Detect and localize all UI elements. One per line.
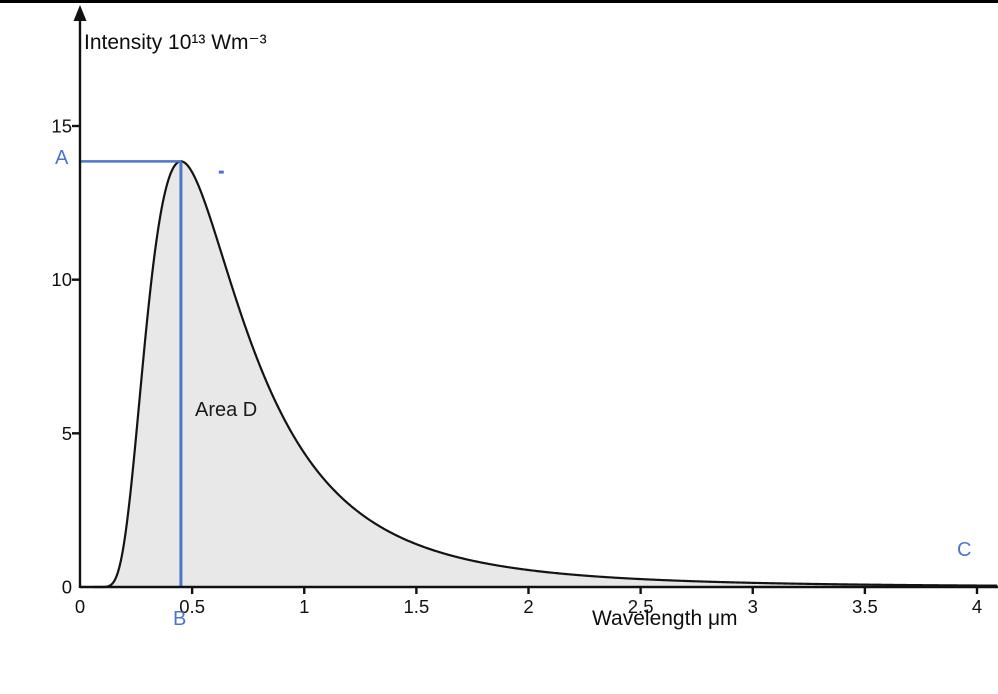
y-tick-label-5: 5 — [62, 423, 72, 444]
point-marker — [218, 170, 224, 174]
x-tick-label-4: 4 — [972, 596, 982, 617]
x-tick-label-3.5: 3.5 — [852, 596, 878, 617]
x-tick-label-2.5: 2.5 — [628, 596, 654, 617]
area-d-label: Area D — [195, 399, 258, 421]
x-tick-label-0: 0 — [75, 596, 85, 617]
point-c-label: C — [957, 539, 972, 561]
x-tick-label-2: 2 — [523, 596, 533, 617]
x-tick-label-0.5: 0.5 — [179, 596, 205, 617]
point-a-label: A — [55, 147, 69, 169]
x-axis-title: Wavelength μm — [592, 607, 738, 630]
point-b-label: B — [173, 608, 187, 630]
y-axis-title: Intensity 10¹³ Wm⁻³ — [84, 31, 267, 54]
tick-labels: 0 0.5 1 1.5 2 2.5 3 3.5 4 0 5 10 15 — [51, 116, 982, 618]
x-tick-label-1.5: 1.5 — [404, 596, 430, 617]
top-border — [0, 0, 998, 3]
y-tick-label-15: 15 — [51, 116, 72, 137]
y-axis-arrow-icon — [73, 5, 87, 21]
area-under-curve — [93, 161, 998, 587]
y-tick-label-0: 0 — [62, 577, 72, 598]
x-tick-label-1: 1 — [299, 596, 309, 617]
planck-curve — [93, 160, 998, 589]
y-tick-label-10: 10 — [51, 269, 72, 290]
x-tick-label-3: 3 — [748, 596, 758, 617]
axes — [72, 5, 998, 594]
